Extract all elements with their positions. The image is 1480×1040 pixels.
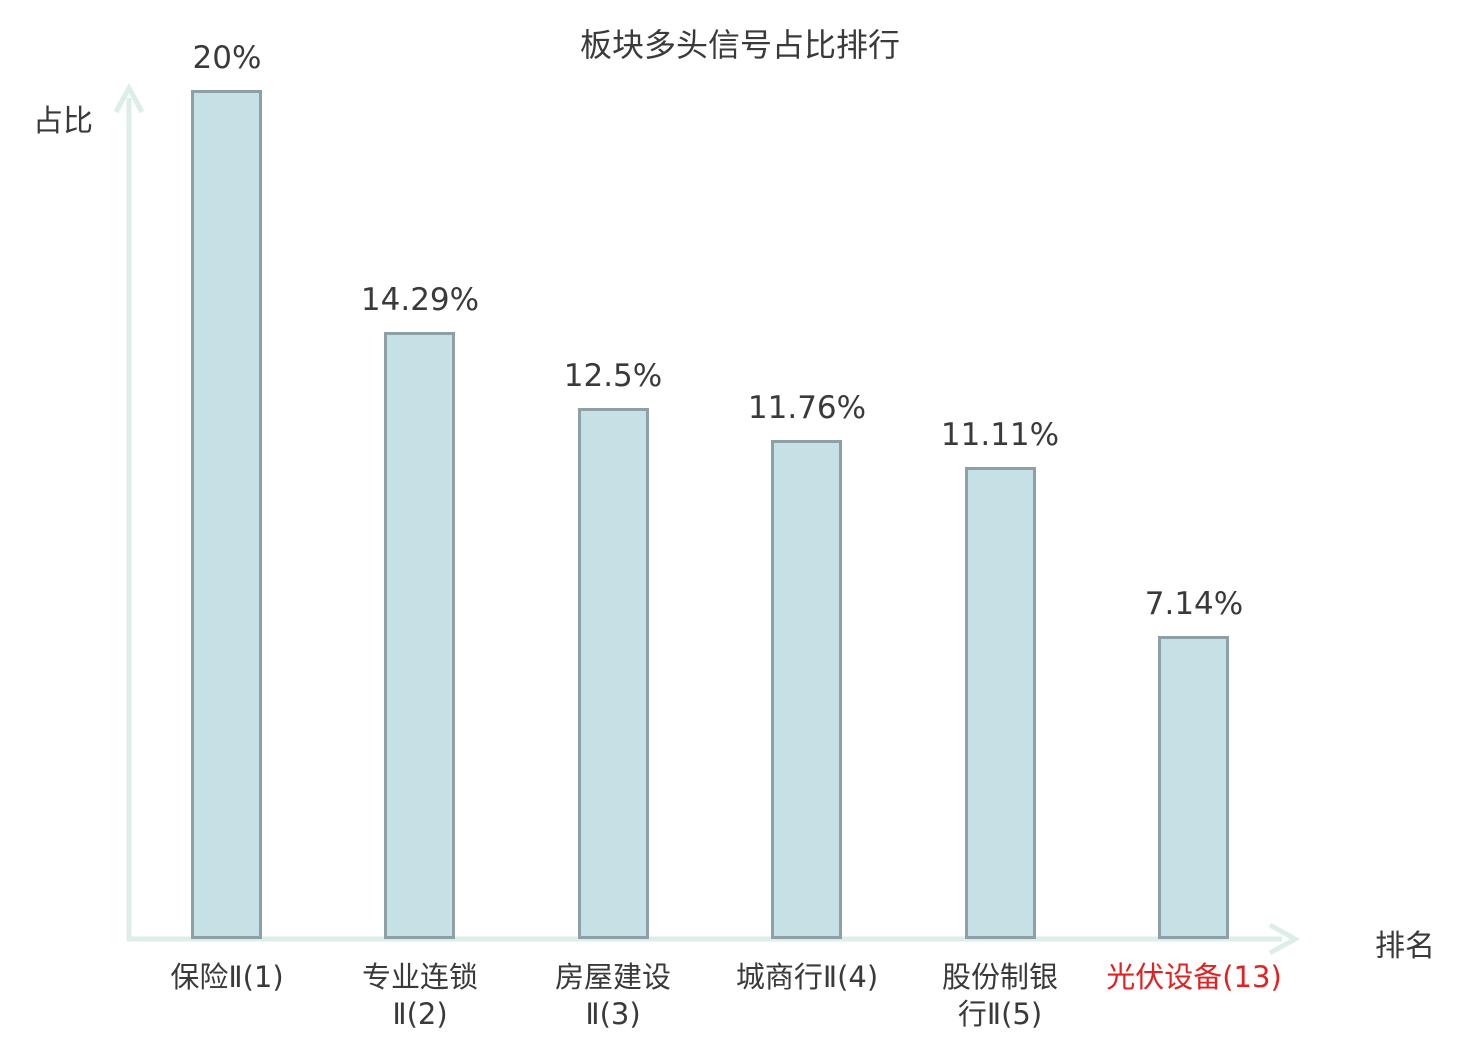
category-label: 城商行Ⅱ(4) <box>735 960 879 994</box>
bar-1 <box>191 90 262 939</box>
x-axis-label: 排名 <box>1375 929 1435 964</box>
category-label: 保险Ⅱ(1) <box>170 960 284 994</box>
category-label: 光伏设备(13) <box>1106 960 1282 994</box>
bar-6 <box>1158 636 1229 939</box>
bar-value-label: 20% <box>192 40 262 76</box>
category-label: 专业连锁 Ⅱ(2) <box>361 960 478 1031</box>
y-axis-label: 占比 <box>33 104 93 139</box>
bar-value-label: 12.5% <box>563 358 663 394</box>
bar-3 <box>578 408 649 939</box>
bar-value-label: 7.14% <box>1144 586 1244 622</box>
bar-4 <box>771 440 842 939</box>
category-label: 房屋建设 Ⅱ(3) <box>554 960 671 1031</box>
x-axis-arrow-icon <box>1268 922 1301 956</box>
bar-value-label: 11.76% <box>747 390 867 426</box>
bar-2 <box>384 332 455 939</box>
bar-value-label: 11.11% <box>940 417 1060 453</box>
chart-title: 板块多头信号占比排行 <box>579 26 900 64</box>
bar-value-label: 14.29% <box>360 282 480 318</box>
category-label: 股份制银 行Ⅱ(5) <box>941 960 1058 1031</box>
bar-5 <box>965 467 1036 939</box>
y-axis-arrow-icon <box>113 82 145 114</box>
